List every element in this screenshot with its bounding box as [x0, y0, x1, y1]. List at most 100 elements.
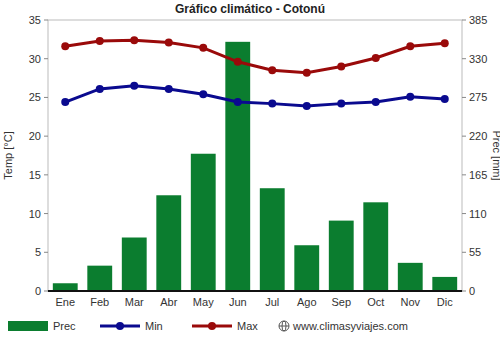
bar: [53, 283, 78, 291]
background: [0, 0, 500, 350]
y-tick-label: 20: [29, 130, 41, 142]
chart: Gráfico climático - Cotonú 0 5 10 15 20 25 30 35…: [0, 0, 500, 350]
marker: [303, 102, 311, 110]
x-tick-label: Sep: [331, 296, 351, 308]
marker: [337, 100, 345, 108]
marker: [268, 66, 276, 74]
x-tick-label: Ago: [297, 296, 317, 308]
y2-tick: [462, 97, 466, 98]
site-icon: [282, 321, 286, 331]
y-tick-label: 25: [29, 91, 41, 103]
x-tick-label: Mar: [125, 296, 144, 308]
y-tick: [44, 20, 48, 21]
marker: [406, 42, 414, 50]
x-tick-label: Nov: [400, 296, 420, 308]
bar: [87, 266, 112, 291]
marker: [130, 36, 138, 44]
marker: [337, 62, 345, 70]
plot-marks: [53, 36, 457, 291]
title: Gráfico climático - Cotonú: [175, 2, 325, 16]
y2-tick: [462, 58, 466, 59]
y-tick: [44, 97, 48, 98]
y2-tick-label: 330: [469, 53, 487, 65]
y-tick-label: 30: [29, 53, 41, 65]
marker: [234, 58, 242, 66]
bar: [329, 221, 354, 291]
x-tick-label: Ene: [55, 296, 75, 308]
y2-tick-label: 275: [469, 91, 487, 103]
y2-tick: [462, 20, 466, 21]
marker: [406, 93, 414, 101]
x-tick-label: Feb: [90, 296, 109, 308]
marker: [372, 98, 380, 106]
legend-swatch: [8, 321, 48, 331]
marker: [199, 90, 207, 98]
site-icon: [279, 326, 289, 327]
y-tick: [44, 252, 48, 253]
line: [65, 40, 445, 73]
y2-tick: [462, 252, 466, 253]
bar: [260, 188, 285, 291]
line: [65, 86, 445, 106]
bar: [191, 154, 216, 291]
marker: [441, 95, 449, 103]
bar: [122, 238, 147, 291]
y2-tick-label: 55: [469, 246, 481, 258]
y2-tick-label: 385: [469, 14, 487, 26]
y2-tick-label: 220: [469, 130, 487, 142]
y-tick: [44, 291, 48, 292]
marker: [303, 69, 311, 77]
y-tick-label: 0: [35, 285, 41, 297]
legend-label: Prec: [53, 320, 76, 332]
y2-tick-label: 0: [469, 285, 475, 297]
y-tick: [44, 213, 48, 214]
legend-label: Min: [145, 320, 163, 332]
y2-tick: [462, 174, 466, 175]
y-tick-label: 35: [29, 14, 41, 26]
y-tick: [44, 136, 48, 137]
marker: [372, 54, 380, 62]
marker: [268, 100, 276, 108]
y-axis-label: Temp [°C]: [2, 131, 14, 179]
y2-tick: [462, 136, 466, 137]
marker: [199, 44, 207, 52]
legend-label: Max: [237, 320, 258, 332]
marker: [130, 82, 138, 90]
y-tick: [44, 58, 48, 59]
bar: [225, 42, 250, 291]
y2-tick-label: 165: [469, 169, 487, 181]
legend-marker: [208, 322, 216, 330]
x-tick-label: Jun: [229, 296, 247, 308]
x-tick-label: Oct: [367, 296, 384, 308]
y2-axis-label: Prec [mm]: [491, 130, 500, 180]
x-tick-label: Jul: [265, 296, 279, 308]
annotation: www.climasyviajes.com: [292, 320, 408, 332]
site-icon: [279, 321, 289, 331]
y2-tick-label: 110: [469, 208, 487, 220]
y-tick-label: 15: [29, 169, 41, 181]
marker: [165, 38, 173, 46]
bar: [156, 195, 181, 291]
marker: [61, 42, 69, 50]
bar: [294, 245, 319, 291]
y2-tick: [462, 291, 466, 292]
y-tick-label: 5: [35, 246, 41, 258]
plot-frame: [48, 20, 462, 291]
bar: [363, 202, 388, 291]
x-tick-label: May: [193, 296, 214, 308]
marker: [96, 85, 104, 93]
bar: [398, 263, 423, 291]
bar: [432, 277, 457, 291]
x-tick-label: Abr: [160, 296, 177, 308]
y-tick-label: 10: [29, 208, 41, 220]
y-tick: [44, 174, 48, 175]
marker: [96, 37, 104, 45]
marker: [234, 98, 242, 106]
y2-tick: [462, 213, 466, 214]
marker: [61, 98, 69, 106]
x-tick-label: Dic: [437, 296, 453, 308]
marker: [165, 85, 173, 93]
baseline: [48, 290, 462, 292]
marker: [441, 39, 449, 47]
legend-marker: [116, 322, 124, 330]
